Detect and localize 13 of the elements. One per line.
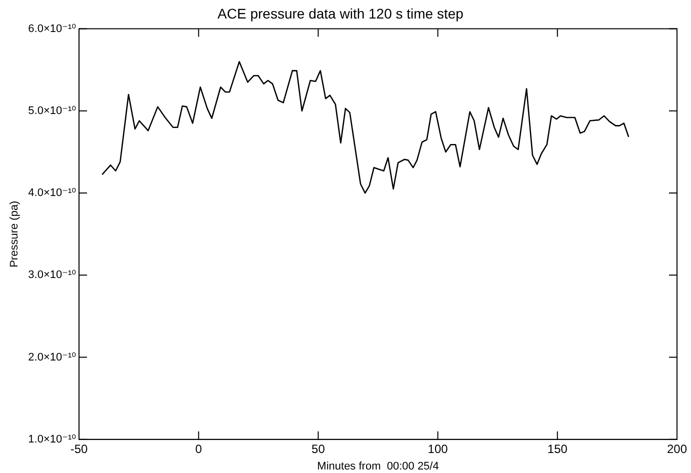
x-tick-label: 200: [666, 442, 688, 456]
y-tick-label: 2.0×10⁻¹⁰: [28, 351, 77, 364]
y-tick-label: 3.0×10⁻¹⁰: [28, 269, 77, 282]
y-axis-title: Pressure (pa): [8, 200, 21, 268]
y-tick-label: 5.0×10⁻¹⁰: [28, 104, 77, 117]
y-tick-label: 4.0×10⁻¹⁰: [28, 187, 77, 200]
x-tick-label: 150: [547, 442, 568, 456]
x-tick-label: 50: [312, 442, 326, 456]
x-tick-label: 0: [195, 442, 202, 456]
x-tick-label: 100: [428, 442, 448, 456]
y-tick-label: 6.0×10⁻¹⁰: [28, 22, 77, 35]
chart-title: ACE pressure data with 120 s time step: [218, 5, 464, 22]
x-axis-title: Minutes from 00:00 25/4: [317, 460, 439, 472]
